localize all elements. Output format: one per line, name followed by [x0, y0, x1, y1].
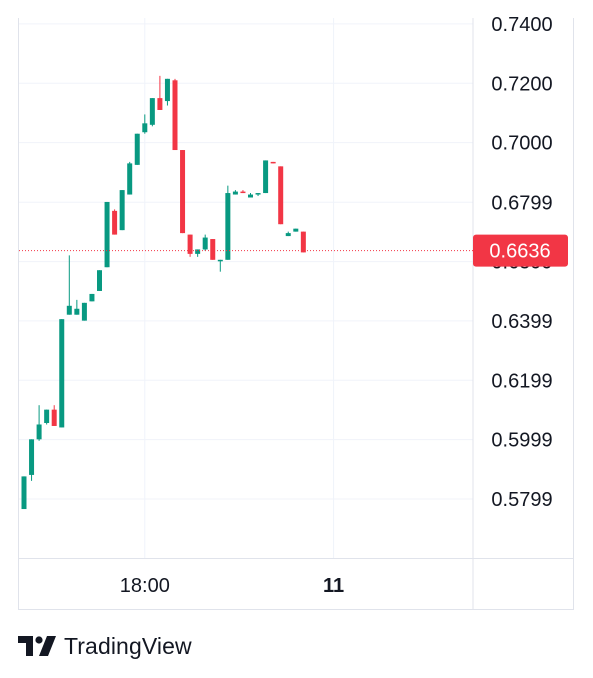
candle-body[interactable] — [97, 270, 102, 291]
candle-body[interactable] — [51, 409, 57, 426]
candle-body[interactable] — [255, 193, 261, 195]
candle-body[interactable] — [217, 259, 223, 262]
candle-body[interactable] — [134, 133, 140, 165]
x-tick-label: 18:00 — [120, 575, 170, 597]
candle-body[interactable] — [89, 293, 95, 302]
y-tick-label: 0.6399 — [491, 311, 552, 333]
tradingview-logo-text: TradingView — [64, 632, 192, 659]
candle-body[interactable] — [180, 150, 186, 234]
candlestick-chart[interactable]: 0.74000.72000.70000.67990.65990.63990.61… — [0, 0, 593, 620]
candle-body[interactable] — [59, 319, 65, 428]
candle-body[interactable] — [278, 166, 284, 225]
y-tick-label: 0.7400 — [491, 14, 552, 36]
last-price-label: 0.6636 — [489, 241, 550, 263]
candle-body[interactable] — [195, 249, 201, 254]
candle-body[interactable] — [104, 201, 110, 268]
y-tick-label: 0.7000 — [491, 133, 552, 155]
candle-body[interactable] — [119, 190, 125, 231]
y-tick-label: 0.7200 — [491, 73, 552, 95]
candle-body[interactable] — [202, 237, 208, 250]
candle-body[interactable] — [300, 231, 306, 253]
candle-body[interactable] — [29, 439, 35, 475]
candle-body[interactable] — [21, 476, 27, 510]
candle-body[interactable] — [112, 210, 118, 235]
y-tick-label: 0.6799 — [491, 192, 552, 214]
candle-body[interactable] — [270, 161, 276, 164]
chart-frame — [18, 18, 574, 610]
y-tick-label: 0.5999 — [491, 430, 552, 452]
candle-body[interactable] — [225, 193, 231, 260]
y-tick-label: 0.6199 — [491, 370, 552, 392]
candle-body[interactable] — [172, 80, 178, 151]
candle-body[interactable] — [142, 123, 148, 133]
candle-body[interactable] — [187, 234, 193, 254]
candle-body[interactable] — [240, 191, 246, 194]
candle-body[interactable] — [149, 98, 155, 125]
candle-body[interactable] — [293, 228, 299, 232]
candle-body[interactable] — [74, 308, 80, 315]
candle-body[interactable] — [263, 160, 269, 194]
candle-body[interactable] — [164, 78, 170, 102]
last-price-badge — [473, 234, 568, 267]
candle-body[interactable] — [248, 194, 253, 198]
tradingview-logo-icon — [18, 636, 56, 656]
candle-body[interactable] — [232, 191, 238, 195]
candle-body[interactable] — [66, 305, 72, 315]
candle-body[interactable] — [127, 163, 133, 195]
y-tick-label: 0.5799 — [491, 489, 552, 511]
candle-body[interactable] — [36, 424, 42, 440]
candle-body[interactable] — [44, 409, 50, 423]
tradingview-logo[interactable]: TradingView — [18, 632, 192, 660]
candle-body[interactable] — [210, 239, 216, 260]
candle-body[interactable] — [157, 98, 163, 110]
candle-body[interactable] — [81, 302, 87, 321]
candle-body[interactable] — [285, 233, 291, 237]
x-tick-label: 11 — [323, 575, 344, 597]
